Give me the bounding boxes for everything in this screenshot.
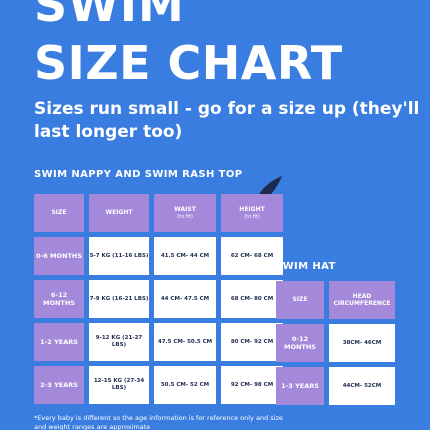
hat-cell-size: 1-3 YEARS: [276, 367, 324, 405]
table-cell-size: 2-3 YEARS: [34, 366, 84, 404]
table-cell-size: 0-6 MONTHS: [34, 237, 84, 275]
table-cell-height: 68 CM- 80 CM: [221, 280, 283, 318]
main-table-label: SWIM NAPPY AND SWIM RASH TOP: [34, 169, 243, 180]
title-swim: SWIM: [34, 0, 185, 32]
hat-cell-size: 0-12 MONTHS: [276, 324, 324, 362]
hat-cell-circumference: 38CM- 46CM: [329, 324, 395, 362]
table-cell-weight: 12-15 KG (27-34 LBS): [89, 366, 149, 404]
table-cell-height: 80 CM- 92 CM: [221, 323, 283, 361]
table-cell-waist: 41.5 CM- 44 CM: [154, 237, 216, 275]
title-size-chart: SIZE CHART: [34, 36, 343, 90]
table-cell-size: 6-12 MONTHS: [34, 280, 84, 318]
header-hat-size: SIZE: [276, 281, 324, 319]
hat-table: SIZE HEAD CIRCUMFERENCE 0-12 MONTHS 38CM…: [276, 281, 395, 405]
header-height: HEIGHT (to fit): [221, 194, 283, 232]
hat-cell-circumference: 44CM- 52CM: [329, 367, 395, 405]
table-cell-waist: 44 CM- 47.5 CM: [154, 280, 216, 318]
header-head-circumference: HEAD CIRCUMFERENCE: [329, 281, 395, 319]
header-size: SIZE: [34, 194, 84, 232]
header-weight: WEIGHT: [89, 194, 149, 232]
subtitle: Sizes run small - go for a size up (they…: [34, 99, 420, 142]
footnote: *Every baby is different so the age info…: [34, 414, 283, 430]
table-cell-weight: 7-9 KG (16-21 LBS): [89, 280, 149, 318]
header-waist: WAIST (to fit): [154, 194, 216, 232]
table-cell-weight: 9-12 KG (21-27 LBS): [89, 323, 149, 361]
hat-table-label: SWIM HAT: [275, 261, 336, 272]
table-cell-size: 1-2 YEARS: [34, 323, 84, 361]
table-cell-weight: 5-7 KG (11-16 LBS): [89, 237, 149, 275]
table-cell-height: 62 CM- 68 CM: [221, 237, 283, 275]
table-cell-waist: 50.5 CM- 52 CM: [154, 366, 216, 404]
size-table: SIZE WEIGHT WAIST (to fit) HEIGHT (to fit)…: [34, 194, 283, 430]
table-cell-waist: 47.5 CM- 50.5 CM: [154, 323, 216, 361]
table-cell-height: 92 CM- 98 CM: [221, 366, 283, 404]
